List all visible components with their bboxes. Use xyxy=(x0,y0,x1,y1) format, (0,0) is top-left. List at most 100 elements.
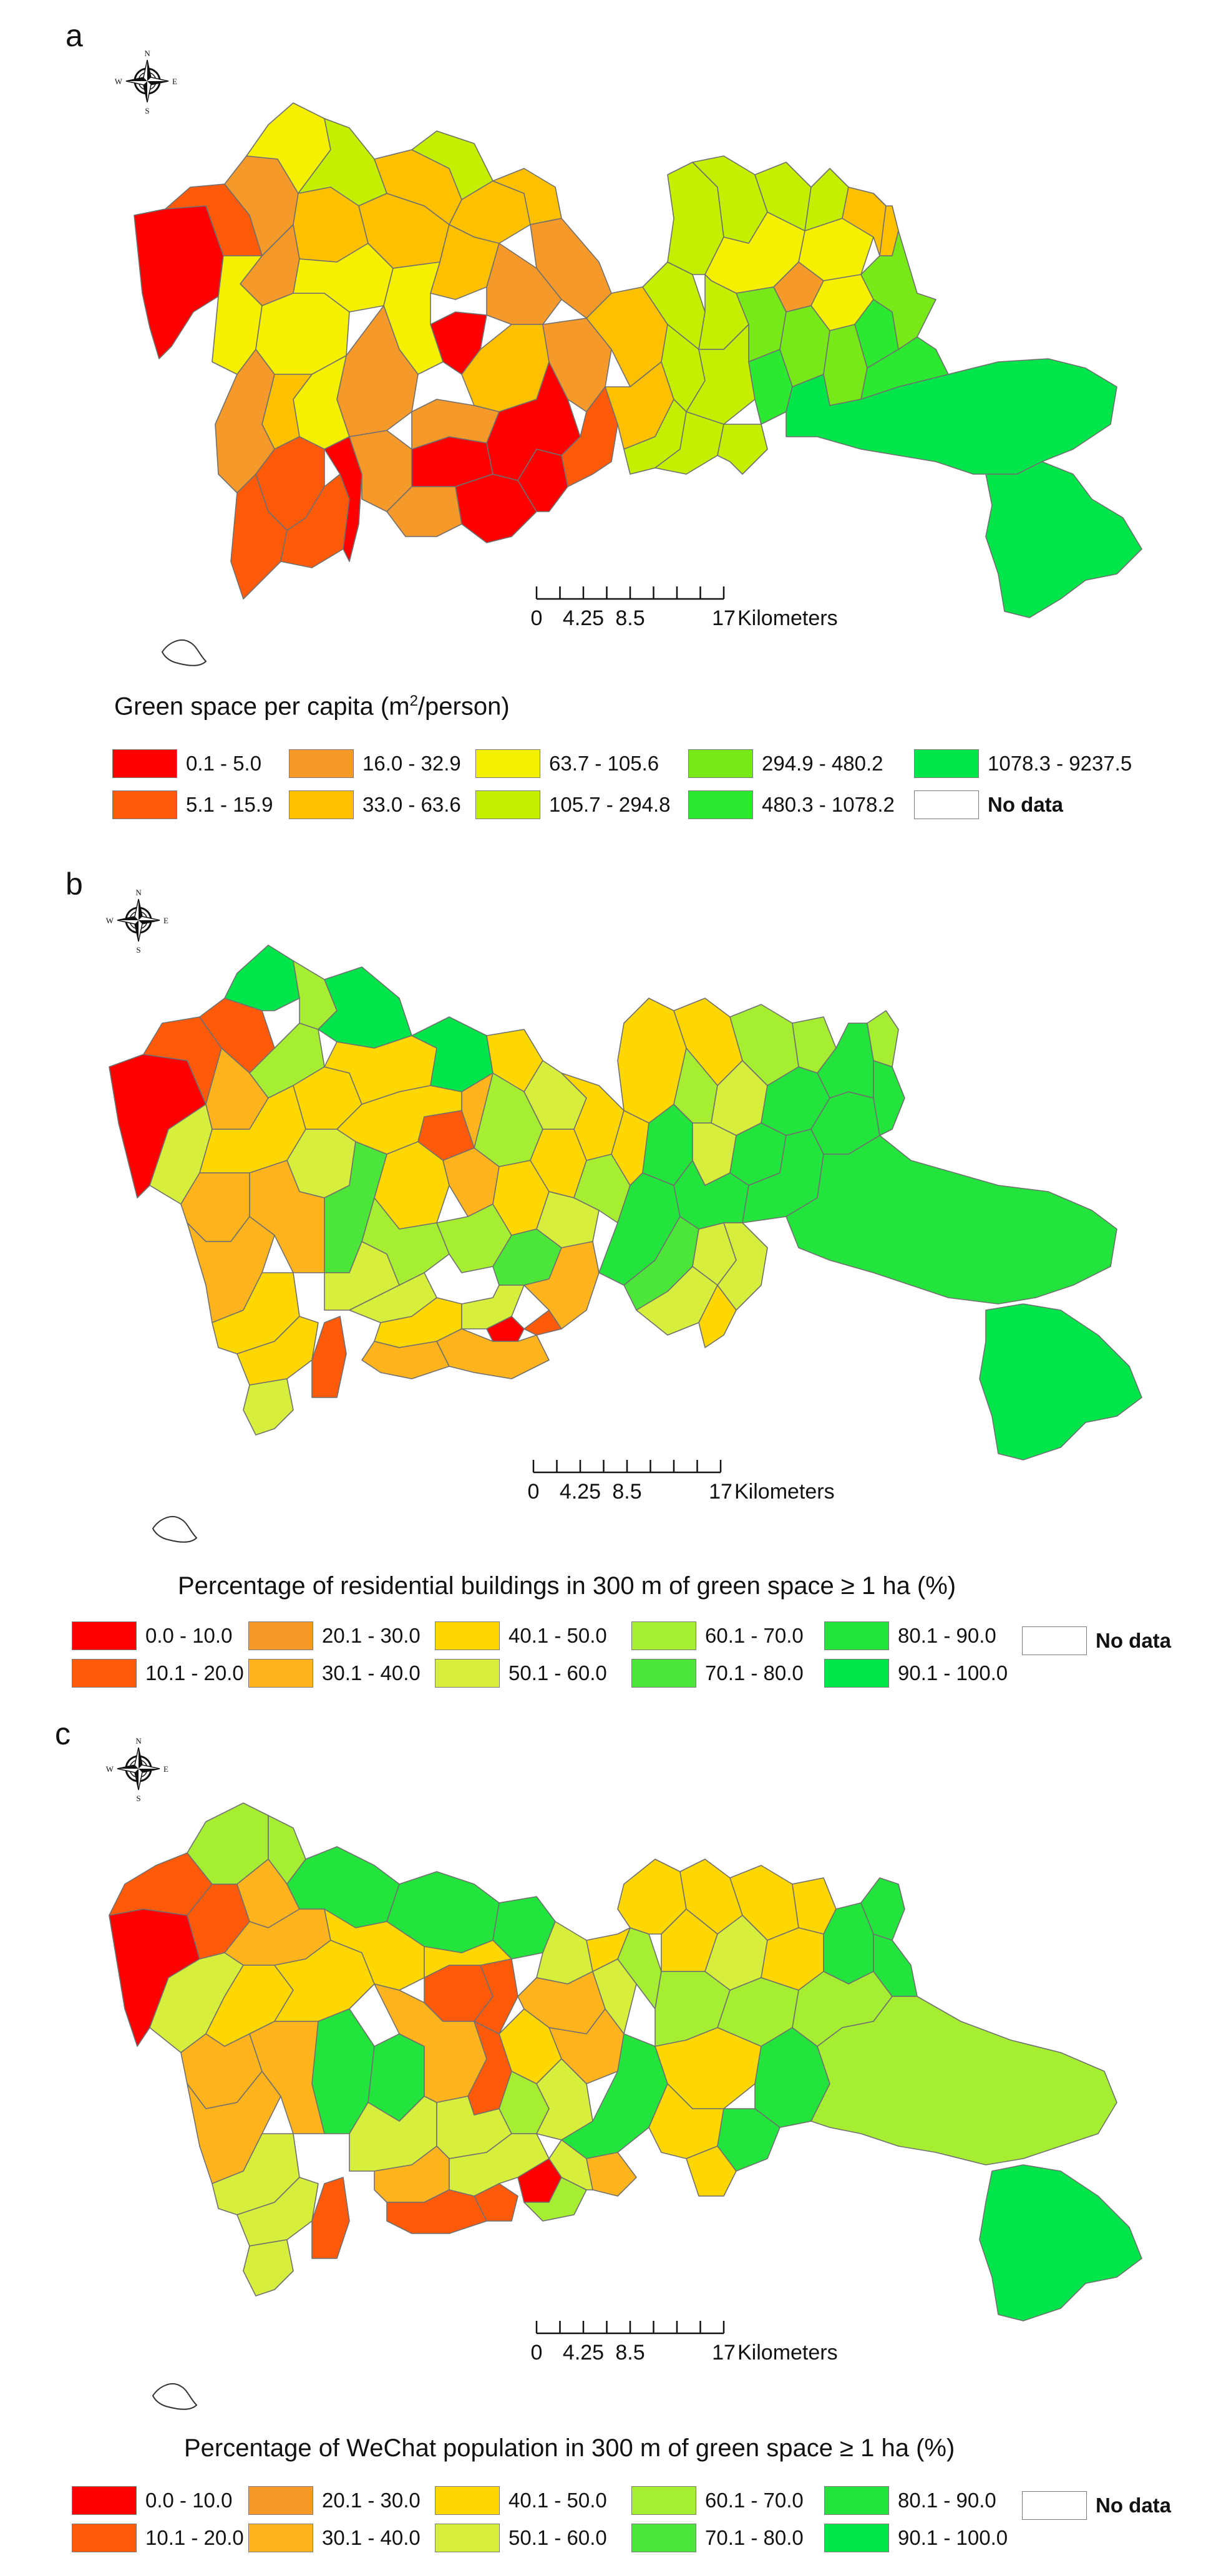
legend-label: 50.1 - 60.0 xyxy=(508,1661,607,1684)
map-svg: N S E W xyxy=(106,1736,1142,2410)
region xyxy=(311,2177,350,2259)
legend-label: 80.1 - 90.0 xyxy=(898,2489,996,2512)
legend-label: 5.1 - 15.9 xyxy=(186,793,273,816)
legend-label: 70.1 - 80.0 xyxy=(705,1661,804,1684)
region xyxy=(979,2164,1142,2321)
region xyxy=(867,1010,899,1067)
map-svg: N S E W xyxy=(106,888,1142,1543)
legend-label: 40.1 - 50.0 xyxy=(508,1624,607,1647)
legend-title: Percentage of residential buildings in 3… xyxy=(178,1572,956,1600)
legend-swatch xyxy=(72,1659,137,1688)
legend-item: No data xyxy=(914,790,1063,820)
panel-c: c N S E W xyxy=(0,1697,1221,2576)
legend-label: 480.3 - 1078.2 xyxy=(762,793,895,816)
legend-label: 60.1 - 70.0 xyxy=(705,2489,804,2512)
legend-label: 33.0 - 63.6 xyxy=(362,793,461,816)
panel-letter: b xyxy=(66,867,83,902)
scale-tick-label: 8.5 xyxy=(612,1480,641,1504)
legend-item: 0.0 - 10.0 xyxy=(72,2486,232,2515)
legend-item: 40.1 - 50.0 xyxy=(435,2486,607,2515)
panel-a: a N S E W xyxy=(0,0,1221,836)
panel-letter: a xyxy=(66,18,83,53)
compass-label: N xyxy=(135,1736,142,1746)
legend-swatch xyxy=(248,1659,313,1688)
legend-swatch xyxy=(289,790,354,819)
scale-tick-label: 17 xyxy=(709,1480,732,1504)
region xyxy=(860,230,936,350)
legend-swatch xyxy=(248,2486,313,2515)
scale-tick-label: 0 xyxy=(531,2341,543,2365)
legend-swatch xyxy=(475,749,540,778)
region xyxy=(717,424,768,475)
legend-item: 10.1 - 20.0 xyxy=(72,1658,244,1688)
region xyxy=(424,1940,512,1978)
legend-swatch xyxy=(435,1621,500,1650)
scale-tick-label: 4.25 xyxy=(560,1480,601,1504)
legend-item: 90.1 - 100.0 xyxy=(824,2523,1008,2553)
legend-swatch xyxy=(112,749,177,778)
legend-label: 105.7 - 294.8 xyxy=(549,793,671,816)
legend-item: 80.1 - 90.0 xyxy=(824,1621,996,1651)
compass-icon: N S E W xyxy=(106,888,168,955)
legend-item: 70.1 - 80.0 xyxy=(631,2523,804,2553)
legend-item: 60.1 - 70.0 xyxy=(631,1621,804,1651)
legend-item: 30.1 - 40.0 xyxy=(248,1658,421,1688)
compass-label: S xyxy=(136,945,140,955)
compass-label: N xyxy=(135,888,142,897)
legend-item: 480.3 - 1078.2 xyxy=(688,790,895,820)
legend-swatch xyxy=(824,1621,889,1650)
region xyxy=(187,1216,275,1323)
legend-item: 50.1 - 60.0 xyxy=(435,1658,607,1688)
region xyxy=(810,1996,1117,2165)
compass-label: W xyxy=(106,916,114,925)
legend-label: 70.1 - 80.0 xyxy=(705,2526,804,2549)
scale-tick-label: 8.5 xyxy=(615,606,645,630)
region xyxy=(249,2021,325,2134)
legend-item: 105.7 - 294.8 xyxy=(475,790,671,820)
legend-swatch xyxy=(824,2524,889,2552)
compass-label: S xyxy=(145,106,149,115)
legend-item: 20.1 - 30.0 xyxy=(248,1621,421,1651)
legend-swatch xyxy=(72,2524,137,2552)
scale-bar: 0 4.25 8.5 17 Kilometers xyxy=(531,586,838,630)
legend-swatch xyxy=(1022,2491,1087,2520)
legend-label: 60.1 - 70.0 xyxy=(705,1624,804,1647)
legend-item: 33.0 - 63.6 xyxy=(289,790,461,820)
region xyxy=(786,1135,1117,1305)
compass-label: E xyxy=(172,77,177,86)
legend-label: 16.0 - 32.9 xyxy=(362,752,461,775)
legend-item: 5.1 - 15.9 xyxy=(112,790,273,820)
island xyxy=(152,1516,198,1543)
legend-label: 20.1 - 30.0 xyxy=(322,2489,421,2512)
region xyxy=(686,2146,737,2197)
legend-label: 20.1 - 30.0 xyxy=(322,1624,421,1647)
region xyxy=(979,1303,1142,1461)
legend-swatch xyxy=(824,1659,889,1688)
legend-swatch xyxy=(688,790,753,819)
legend-title-superscript: 2 xyxy=(409,693,418,709)
legend-swatch xyxy=(631,2524,696,2552)
island xyxy=(161,639,207,666)
legend-label: 1078.3 - 9237.5 xyxy=(988,752,1132,775)
region xyxy=(717,1222,768,1311)
region xyxy=(361,1341,450,1379)
region xyxy=(523,1241,600,1329)
legend-item: No data xyxy=(1022,1626,1171,1656)
legend-label: 0.0 - 10.0 xyxy=(145,1624,233,1647)
panel-b: b N S E W xyxy=(0,836,1221,1697)
legend-swatch xyxy=(72,2486,137,2515)
legend-item: 70.1 - 80.0 xyxy=(631,1658,804,1688)
legend-swatch xyxy=(824,2486,889,2515)
legend-label: No data xyxy=(1096,2494,1172,2517)
compass-label: S xyxy=(136,1794,140,1803)
region xyxy=(542,318,612,412)
legend-item: 50.1 - 60.0 xyxy=(435,2523,607,2553)
legend-label: 90.1 - 100.0 xyxy=(898,2526,1008,2549)
legend-swatch xyxy=(248,1621,313,1650)
region xyxy=(436,1328,550,1379)
legend-title: Green space per capita (m2/person) xyxy=(114,693,510,721)
region xyxy=(243,2239,294,2297)
region xyxy=(586,2152,637,2197)
legend-item: 10.1 - 20.0 xyxy=(72,2523,244,2553)
legend-swatch xyxy=(289,749,354,778)
